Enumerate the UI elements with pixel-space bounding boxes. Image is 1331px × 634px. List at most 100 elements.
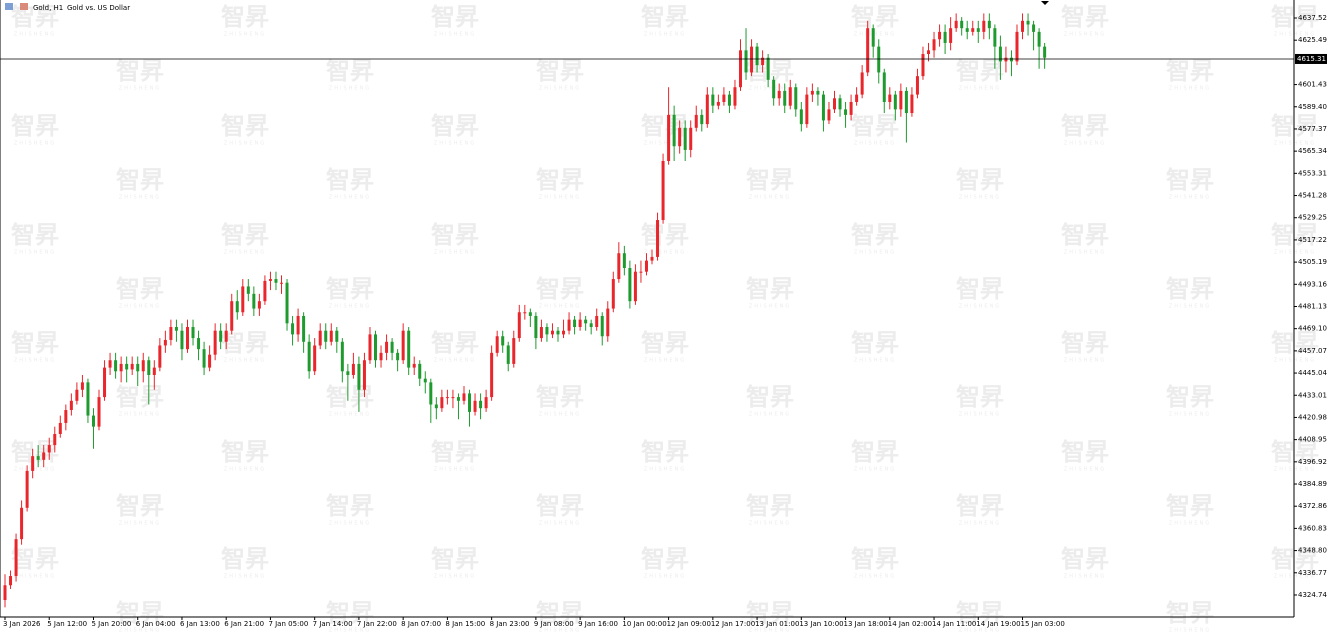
candle-body bbox=[683, 127, 687, 150]
x-tick-label: 13 Jan 10:00 bbox=[799, 620, 843, 628]
watermark-text: ZHISHENG bbox=[14, 467, 56, 473]
candle-body bbox=[1021, 20, 1025, 32]
candle-body bbox=[340, 341, 344, 372]
candle-body bbox=[506, 345, 510, 364]
candle-body bbox=[125, 363, 129, 370]
watermark-text: ZHISHENG bbox=[329, 521, 371, 527]
candle-body bbox=[396, 352, 400, 361]
watermark-logo: 智昇 bbox=[116, 492, 164, 520]
candle-body bbox=[208, 354, 212, 368]
watermark-text: ZHISHENG bbox=[434, 32, 476, 38]
candle-body bbox=[385, 341, 389, 353]
candle-body bbox=[672, 114, 676, 147]
watermark-logo: 智昇 bbox=[641, 329, 689, 357]
y-tick-label: 4420.98 bbox=[1298, 413, 1327, 421]
candle-body bbox=[412, 363, 416, 368]
watermark-logo: 智昇 bbox=[1271, 3, 1319, 31]
candle-body bbox=[639, 271, 643, 273]
candle-body bbox=[589, 323, 593, 328]
watermark-text: ZHISHENG bbox=[854, 250, 896, 256]
watermark-logo: 智昇 bbox=[116, 599, 164, 627]
watermark-logo: 智昇 bbox=[746, 492, 794, 520]
watermark-text: ZHISHENG bbox=[644, 358, 686, 364]
candle-body bbox=[307, 341, 311, 372]
candle-body bbox=[567, 319, 571, 331]
candle-body bbox=[285, 282, 289, 324]
watermark-logo: 智昇 bbox=[116, 383, 164, 411]
candle-body bbox=[451, 397, 455, 399]
y-tick-label: 4637.52 bbox=[1298, 14, 1327, 22]
candle-body bbox=[324, 330, 328, 342]
candle-body bbox=[429, 382, 433, 405]
watermark-logo: 智昇 bbox=[116, 275, 164, 303]
candle-body bbox=[584, 319, 588, 324]
candle-body bbox=[351, 363, 355, 375]
candle-body bbox=[1015, 31, 1019, 62]
candle-body bbox=[606, 308, 610, 337]
candle-body bbox=[633, 271, 637, 302]
candle-body bbox=[766, 57, 770, 80]
candle-body bbox=[545, 327, 549, 335]
x-tick-label: 3 Jan 2026 bbox=[3, 620, 41, 628]
watermark-logo: 智昇 bbox=[536, 57, 584, 85]
candle-body bbox=[219, 330, 223, 342]
watermark-logo: 智昇 bbox=[1166, 57, 1214, 85]
watermark-logo: 智昇 bbox=[431, 3, 479, 31]
candle-body bbox=[141, 360, 145, 372]
watermark-logo: 智昇 bbox=[431, 438, 479, 466]
candle-body bbox=[750, 46, 754, 73]
watermark-logo: 智昇 bbox=[851, 3, 899, 31]
candle-body bbox=[169, 327, 173, 340]
watermark-text: ZHISHENG bbox=[959, 521, 1001, 527]
watermark-logo: 智昇 bbox=[746, 599, 794, 627]
candle-body bbox=[993, 28, 997, 47]
watermark-text: ZHISHENG bbox=[1169, 412, 1211, 418]
candle-body bbox=[733, 87, 737, 106]
candle-body bbox=[523, 312, 527, 314]
candle-body bbox=[1043, 46, 1047, 58]
watermark-logo: 智昇 bbox=[746, 383, 794, 411]
x-tick-label: 8 Jan 07:00 bbox=[401, 620, 441, 628]
candle-body bbox=[180, 330, 184, 350]
candle-body bbox=[1032, 24, 1036, 32]
watermark-logo: 智昇 bbox=[746, 57, 794, 85]
watermark-text: ZHISHENG bbox=[749, 412, 791, 418]
candle-body bbox=[445, 397, 449, 399]
watermark-text: ZHISHENG bbox=[1169, 628, 1211, 634]
candle-body bbox=[468, 393, 472, 412]
candle-body bbox=[738, 50, 742, 88]
candle-body bbox=[252, 293, 256, 309]
y-tick-label: 4493.16 bbox=[1298, 280, 1327, 288]
candle-body bbox=[246, 286, 250, 294]
candle-body bbox=[1026, 20, 1030, 25]
watermark-logo: 智昇 bbox=[11, 112, 59, 140]
watermark-logo: 智昇 bbox=[536, 383, 584, 411]
x-tick-label: 14 Jan 19:00 bbox=[976, 620, 1020, 628]
candle-body bbox=[136, 363, 140, 372]
y-tick-label: 4445.04 bbox=[1298, 369, 1327, 377]
candle-body bbox=[650, 256, 654, 261]
candle-body bbox=[982, 20, 986, 32]
candle-body bbox=[158, 345, 162, 368]
candle-body bbox=[130, 363, 134, 370]
watermark-logo: 智昇 bbox=[1061, 3, 1109, 31]
candle-body bbox=[31, 456, 35, 471]
candle-body bbox=[844, 109, 848, 115]
watermark-text: ZHISHENG bbox=[539, 86, 581, 92]
watermark-logo: 智昇 bbox=[326, 275, 374, 303]
candle-body bbox=[296, 315, 300, 335]
candle-body bbox=[799, 109, 803, 125]
watermark-text: ZHISHENG bbox=[434, 141, 476, 147]
watermark-logo: 智昇 bbox=[1271, 329, 1319, 357]
watermark-logo: 智昇 bbox=[641, 545, 689, 573]
watermark-text: ZHISHENG bbox=[434, 574, 476, 580]
candle-body bbox=[855, 94, 859, 102]
watermark-logo: 智昇 bbox=[221, 112, 269, 140]
candle-body bbox=[534, 315, 538, 339]
watermark-logo: 智昇 bbox=[1271, 545, 1319, 573]
watermark-logo: 智昇 bbox=[956, 57, 1004, 85]
candle-body bbox=[971, 28, 975, 32]
watermark-logo: 智昇 bbox=[116, 166, 164, 194]
x-tick-label: 9 Jan 08:00 bbox=[534, 620, 574, 628]
